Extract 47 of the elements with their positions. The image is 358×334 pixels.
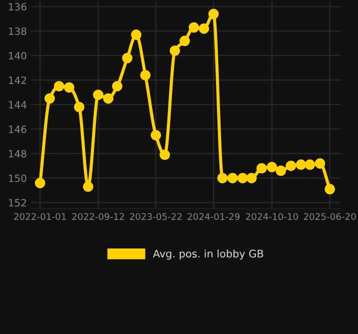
point [208, 8, 219, 20]
point [130, 30, 142, 40]
y-tick-label: 138 [8, 27, 26, 36]
point [82, 181, 94, 192]
x-tick-label: 2023-05-22 [130, 213, 182, 220]
point [34, 178, 46, 188]
x-tick-label: 2022-01-01 [14, 213, 66, 220]
point [266, 162, 278, 172]
x-tick-label: 2025-06-20 [304, 213, 356, 220]
x-tick-label: 2022-09-12 [72, 213, 124, 220]
point [122, 52, 132, 64]
point [170, 45, 180, 56]
point [180, 36, 190, 46]
point [304, 159, 316, 170]
point [227, 172, 238, 184]
point [103, 93, 114, 104]
y-tick-label: 148 [8, 150, 26, 158]
point [296, 159, 306, 170]
point [324, 184, 336, 194]
point [237, 172, 248, 184]
y-tick-label: 140 [8, 52, 26, 60]
y-tick-label: 146 [8, 125, 26, 134]
point [112, 81, 122, 92]
point [198, 23, 210, 34]
point [217, 172, 228, 184]
point [54, 81, 64, 92]
point [160, 150, 170, 160]
point [93, 90, 104, 100]
point [256, 163, 267, 174]
point [188, 22, 200, 33]
point [286, 160, 296, 172]
x-tick-label: 2024-10-10 [246, 213, 298, 220]
y-tick-label: 150 [8, 174, 26, 182]
point [314, 158, 326, 169]
point [150, 130, 162, 140]
point [64, 82, 74, 93]
point [44, 93, 55, 104]
x-tick-label: 2024-01-29 [188, 213, 240, 220]
y-tick-label: 144 [8, 101, 26, 108]
point [246, 172, 257, 184]
point [276, 166, 286, 176]
y-tick-label: 142 [8, 76, 26, 84]
point [140, 70, 151, 80]
y-tick-label: 136 [8, 2, 26, 11]
legend-label: Avg. pos. in lobby GB [152, 250, 264, 260]
y-tick-label: 152 [8, 199, 26, 207]
point [74, 102, 84, 112]
